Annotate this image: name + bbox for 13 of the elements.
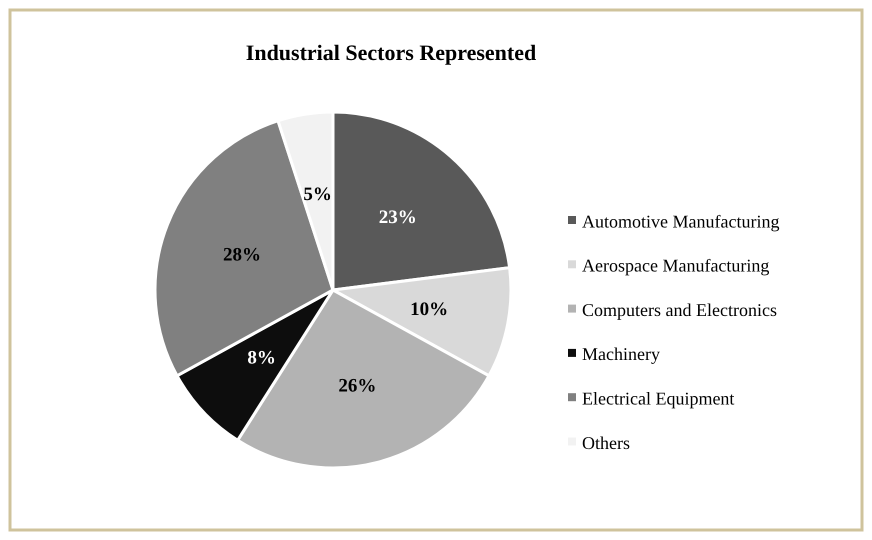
data-label: 5% xyxy=(303,184,332,205)
data-label: 28% xyxy=(222,244,261,266)
legend-label: Machinery xyxy=(582,344,660,364)
legend-label: Automotive Manufacturing xyxy=(582,211,780,232)
legend-label: Others xyxy=(582,432,630,453)
legend-label: Aerospace Manufacturing xyxy=(582,256,770,276)
legend-label: Computers and Electronics xyxy=(582,300,777,320)
data-label: 8% xyxy=(247,348,276,369)
data-label: 23% xyxy=(378,207,417,228)
legend-label: Electrical Equipment xyxy=(582,388,734,408)
chart-title: Industrial Sectors Represented xyxy=(246,40,536,65)
data-label: 26% xyxy=(338,375,376,396)
data-label: 10% xyxy=(410,298,448,320)
